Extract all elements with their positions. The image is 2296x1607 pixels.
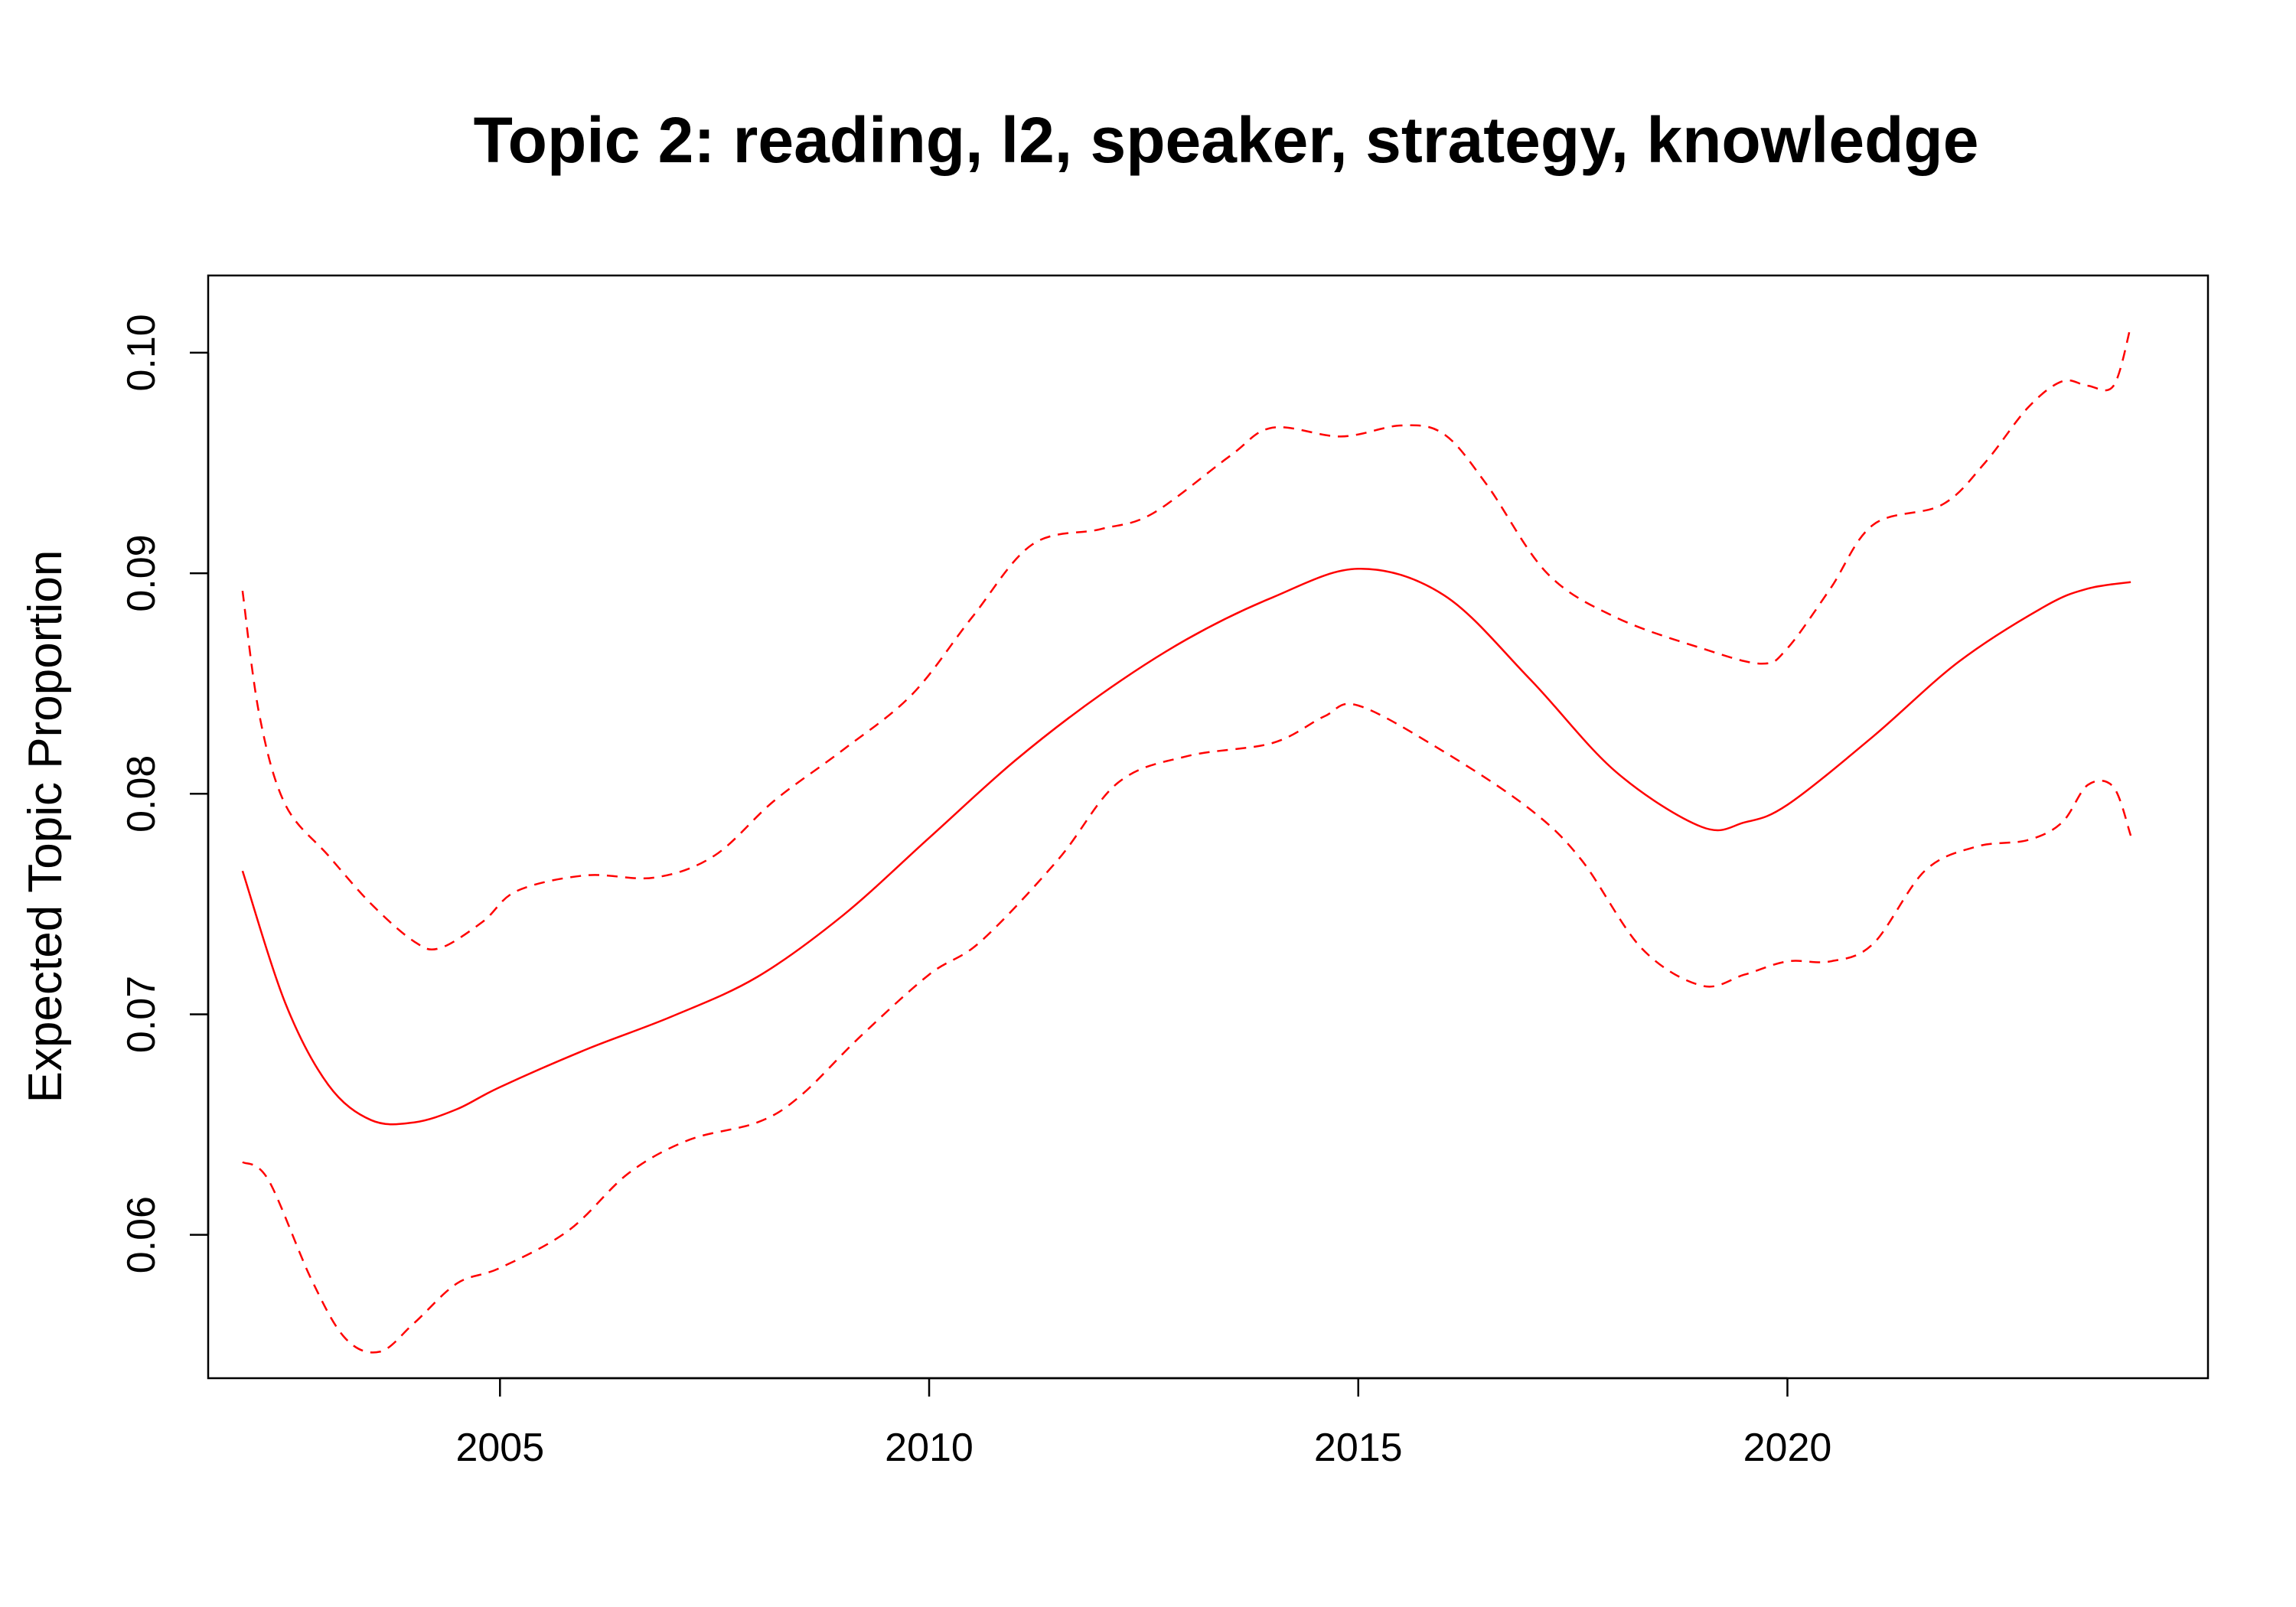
upper-ci-line — [241, 325, 2132, 951]
x-tick-label: 2015 — [1314, 1426, 1403, 1470]
y-tick-label: 0.06 — [119, 1196, 164, 1273]
x-tick-label: 2020 — [1743, 1426, 1832, 1470]
series-group — [241, 325, 2132, 1354]
y-axis: 0.06 0.07 0.08 0.09 0.10 — [119, 314, 210, 1273]
y-tick-label: 0.10 — [119, 314, 164, 391]
chart-title: Topic 2: reading, l2, speaker, strategy,… — [474, 104, 1979, 176]
x-axis: 2005 2010 2015 2020 — [455, 1377, 1832, 1470]
plot-frame — [207, 274, 2210, 1380]
x-tick-label: 2005 — [455, 1426, 544, 1470]
mean-line — [241, 568, 2131, 1126]
y-axis-label: Expected Topic Proportion — [19, 550, 72, 1103]
y-tick-label: 0.07 — [119, 976, 164, 1053]
y-tick-label: 0.09 — [119, 534, 164, 611]
lower-ci-line — [242, 702, 2132, 1354]
y-tick-label: 0.08 — [119, 755, 164, 833]
x-tick-label: 2010 — [885, 1426, 974, 1470]
